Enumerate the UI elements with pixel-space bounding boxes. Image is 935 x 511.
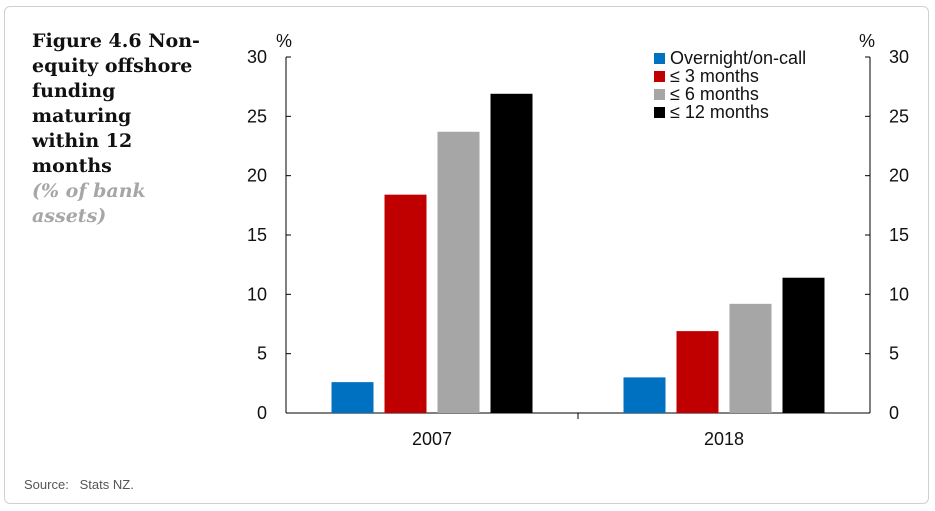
y-tick-label-right: 5	[889, 344, 899, 364]
bar	[437, 131, 480, 413]
chart-axes	[285, 56, 871, 419]
bar	[676, 331, 719, 413]
legend-swatch	[654, 107, 665, 118]
y-tick-label-left: 0	[257, 403, 267, 423]
y-tick-label-right: 15	[889, 225, 909, 245]
legend-label: ≤ 12 months	[670, 102, 769, 122]
x-tick-label: 2007	[412, 429, 452, 449]
figure-subtitle: (% of bank assets)	[32, 180, 146, 227]
chart-tick-labels: 0 0 5 5 10 10 15 15 20 20 25 25 30 30% % 2007 2018	[247, 31, 909, 449]
bar	[729, 303, 772, 413]
chart-bars	[331, 93, 825, 413]
legend-label: Overnight/on-call	[670, 48, 806, 68]
bar	[490, 93, 533, 413]
y-tick-label-left: 25	[247, 106, 267, 126]
bar	[623, 377, 666, 413]
figure-title: Figure 4.6 Non-equity offshore funding m…	[32, 30, 200, 177]
y-tick-label-left: 5	[257, 344, 267, 364]
bar	[331, 382, 374, 413]
y-tick-label-left: 10	[247, 284, 267, 304]
legend-swatch	[654, 89, 665, 100]
y-tick-label-right: 25	[889, 106, 909, 126]
chart-legend: Overnight/on-call≤ 3 months≤ 6 months≤ 1…	[654, 48, 806, 122]
bar	[782, 277, 825, 413]
legend-swatch	[654, 71, 665, 82]
y-tick-label-left: 20	[247, 166, 267, 186]
y-unit-label-right: %	[859, 31, 875, 51]
figure-title-block: Figure 4.6 Non-equity offshore funding m…	[32, 29, 202, 229]
legend-label: ≤ 6 months	[670, 84, 759, 104]
y-unit-label-left: %	[276, 31, 292, 51]
y-tick-label-left: 15	[247, 225, 267, 245]
y-tick-label-left: 30	[247, 47, 267, 67]
y-tick-label-right: 0	[889, 403, 899, 423]
y-tick-label-right: 20	[889, 166, 909, 186]
source-note: Source: Stats NZ.	[24, 477, 134, 492]
x-tick-label: 2018	[704, 429, 744, 449]
legend-swatch	[654, 53, 665, 64]
y-tick-label-right: 30	[889, 47, 909, 67]
legend-label: ≤ 3 months	[670, 66, 759, 86]
bar	[384, 194, 427, 413]
y-tick-label-right: 10	[889, 284, 909, 304]
